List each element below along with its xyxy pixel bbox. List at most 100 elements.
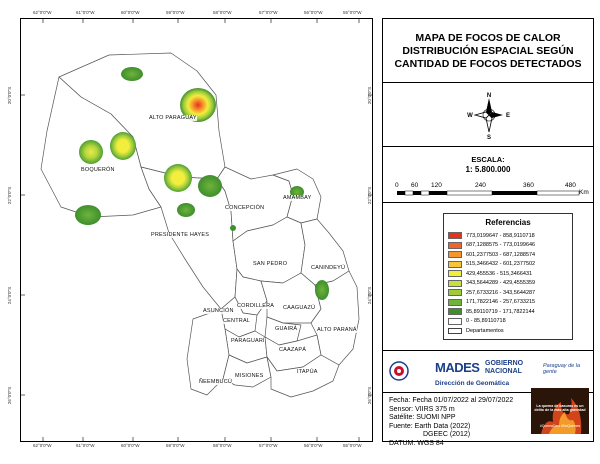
promo-text: La quema de basuras es un delito de la m… <box>534 404 586 413</box>
legend-label: 0 - 85,89110718 <box>466 318 506 325</box>
scale-bar <box>397 190 580 196</box>
title-line-1: MAPA DE FOCOS DE CALOR <box>415 32 561 44</box>
lon-tick: 61°0'0"W <box>76 443 95 448</box>
info-fuente: Fuente: Earth Data (2022) <box>389 422 471 430</box>
direccion-label: Dirección de Geomática <box>435 380 510 387</box>
legend-item: Departamentos <box>448 326 568 336</box>
legend-item: 687,1288575 - 773,0199646 <box>448 241 568 251</box>
legend-item: 257,6733216 - 343,5644287 <box>448 288 568 298</box>
compass-rose-icon: N S E W <box>467 93 510 140</box>
slogan-logo: Paraguay de la gente <box>543 363 580 375</box>
dept-label-itapua: ITAPÚA <box>297 369 318 375</box>
heat-spots <box>75 67 329 300</box>
legend-swatch <box>448 232 462 240</box>
legend-label: 85,89110719 - 171,7822144 <box>466 308 535 315</box>
dept-label-central: CENTRAL <box>223 318 251 324</box>
legend-label: 171,7822146 - 257,6733215 <box>466 299 536 306</box>
lon-tick: 61°0'0"W <box>76 10 95 15</box>
south-label: S <box>487 135 491 140</box>
legend-item: 429,455536 - 515,3466431 <box>448 269 568 279</box>
lat-tick: 24°0'0"S <box>367 286 373 305</box>
dept-label-amambay: AMAMBAY <box>283 195 312 201</box>
info-panel: Fecha: Fecha 01/07/2022 al 29/07/2022 Se… <box>383 388 593 447</box>
scale-tick: 360 <box>523 182 534 189</box>
dept-label-concepcion: CONCEPCIÓN <box>225 205 265 211</box>
info-sensor: Sensor: VIIRS 375 m <box>389 405 455 413</box>
north-label: N <box>487 93 491 99</box>
legend-label: 773,0199647 - 858,9110718 <box>466 232 535 239</box>
dept-label-presidente-hayes: PRESIDENTE HAYES <box>151 232 210 238</box>
lat-tick: 20°0'0"S <box>367 86 373 105</box>
mades-logo: MADES <box>435 360 480 375</box>
scale-value: 1: 5.800.000 <box>465 165 511 174</box>
legend-label: Departamentos <box>466 327 504 334</box>
dept-label-alto-parana: ALTO PARANÁ <box>317 327 357 333</box>
west-label: W <box>467 113 473 119</box>
government-seal-icon <box>389 361 409 381</box>
dept-label-canindeyu: CANINDEYÚ <box>311 265 346 271</box>
lon-tick: 60°0'0"W <box>121 443 140 448</box>
scale-tick: 480 <box>565 182 576 189</box>
lon-tick: 58°0'0"W <box>213 10 232 15</box>
east-label: E <box>506 113 510 119</box>
info-dgeec: DGEEC (2012) <box>423 431 471 439</box>
side-panel: MAPA DE FOCOS DE CALOR DISTRIBUCIÓN ESPA… <box>382 18 594 447</box>
lon-tick: 58°0'0"W <box>213 443 232 448</box>
legend-item: 0 - 85,89110718 <box>448 317 568 327</box>
lon-tick: 57°0'0"W <box>259 10 278 15</box>
legend-swatch <box>448 289 462 297</box>
lon-tick: 60°0'0"W <box>121 10 140 15</box>
scale-tick: 120 <box>431 182 442 189</box>
legend-swatch <box>448 270 462 278</box>
lat-tick: 20°0'0"S <box>7 86 13 105</box>
lon-tick: 57°0'0"W <box>259 443 278 448</box>
title-line-2: DISTRIBUCIÓN ESPACIAL SEGÚN <box>402 45 574 57</box>
lon-tick: 56°0'0"W <box>304 10 323 15</box>
legend-item: 85,89110719 - 171,7822144 <box>448 307 568 317</box>
lon-tick: 59°0'0"W <box>166 443 185 448</box>
title-line-3: CANTIDAD DE FOCOS DETECTADOS <box>394 58 582 70</box>
legend-panel: Referencias 773,0199647 - 858,9110718 687… <box>383 203 593 351</box>
paraguay-map[interactable] <box>21 19 372 441</box>
legend-swatch <box>448 251 462 259</box>
legend: Referencias 773,0199647 - 858,9110718 687… <box>443 213 573 340</box>
legend-label: 257,6733216 - 343,5644287 <box>466 289 536 296</box>
legend-label: 601,2377503 - 687,1288574 <box>466 251 536 258</box>
dept-label-paraguari: PARAGUARÍ <box>231 338 265 344</box>
legend-label: 515,3466432 - 601,2377502 <box>466 261 536 268</box>
metadata-text: Fecha: Fecha 01/07/2022 al 29/07/2022 Se… <box>389 397 513 449</box>
legend-item: 343,5644289 - 429,4555359 <box>448 279 568 289</box>
scale-label: ESCALA: <box>471 155 505 164</box>
lat-tick: 26°0'0"S <box>367 386 373 405</box>
lon-tick: 62°0'0"W <box>33 10 52 15</box>
dept-label-san-pedro: SAN PEDRO <box>253 261 288 267</box>
promo-tag: #QuemaCero #NoQuemes <box>539 424 581 428</box>
legend-swatch <box>448 260 462 268</box>
dept-label-boqueron: BOQUERÓN <box>81 167 115 173</box>
dept-label-caazapa: CAAZAPÁ <box>279 347 307 353</box>
lon-tick: 62°0'0"W <box>33 443 52 448</box>
lon-tick: 59°0'0"W <box>166 10 185 15</box>
legend-swatch <box>448 241 462 249</box>
dept-presidente-hayes <box>140 166 238 310</box>
logos-panel: MADES GOBIERNO NACIONAL Dirección de Geo… <box>383 351 593 393</box>
info-satelite: Satélite: SUOMI NPP <box>389 414 456 422</box>
map-frame[interactable]: 62°0'0"W 61°0'0"W 60°0'0"W 59°0'0"W 58°0… <box>7 10 373 448</box>
legend-swatch <box>448 279 462 287</box>
legend-item: 515,3466432 - 601,2377502 <box>448 260 568 270</box>
info-datum: DATUM: WGS 84 <box>389 439 444 447</box>
scale-tick: 240 <box>475 182 486 189</box>
dept-itapua <box>266 354 340 398</box>
promo-image: La quema de basuras es un delito de la m… <box>531 388 589 434</box>
dept-label-caaguazu: CAAGUAZÚ <box>283 305 316 311</box>
gobierno-nacional-logo: GOBIERNO NACIONAL <box>485 360 524 375</box>
legend-item: 171,7822146 - 257,6733215 <box>448 298 568 308</box>
scale-unit: Km <box>579 189 589 196</box>
legend-item: 773,0199647 - 858,9110718 <box>448 231 568 241</box>
legend-swatch <box>448 327 462 334</box>
north-arrow-panel: N S E W <box>383 83 593 147</box>
legend-item: 601,2377503 - 687,1288574 <box>448 250 568 260</box>
info-fecha: Fecha: Fecha 01/07/2022 al 29/07/2022 <box>389 397 514 404</box>
lat-tick: 26°0'0"S <box>7 386 13 405</box>
legend-label: 343,5644289 - 429,4555359 <box>466 280 536 287</box>
